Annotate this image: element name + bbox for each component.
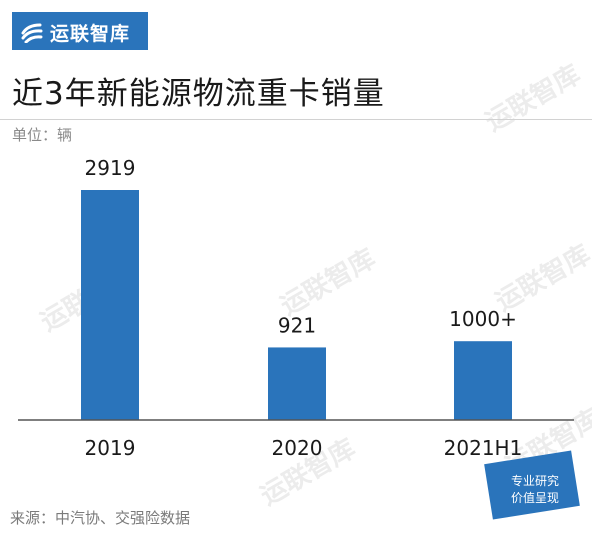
brand-name: 运联智库 xyxy=(50,23,131,45)
brand-logo: 运联智库 xyxy=(12,12,148,50)
slogan-line-2: 价值呈现 xyxy=(510,491,559,505)
bar-2020 xyxy=(268,347,326,420)
x-tick-2019: 2019 xyxy=(85,436,136,460)
slogan-line-1: 专业研究 xyxy=(510,474,559,488)
bar-2021H1 xyxy=(454,341,512,420)
chart-title: 近3年新能源物流重卡销量 xyxy=(12,76,385,112)
x-tick-2020: 2020 xyxy=(272,436,323,460)
data-label-2020: 921 xyxy=(278,313,316,337)
source-note: 来源：中汽协、交强险数据 xyxy=(10,509,191,527)
x-tick-2021H1: 2021H1 xyxy=(444,436,523,460)
data-label-2021H1: 1000+ xyxy=(449,307,517,331)
unit-label: 单位：辆 xyxy=(12,126,73,144)
brand-swirl-icon xyxy=(21,23,43,43)
data-label-2019: 2919 xyxy=(85,156,136,180)
bar-2019 xyxy=(81,190,139,420)
title-divider xyxy=(0,119,592,120)
